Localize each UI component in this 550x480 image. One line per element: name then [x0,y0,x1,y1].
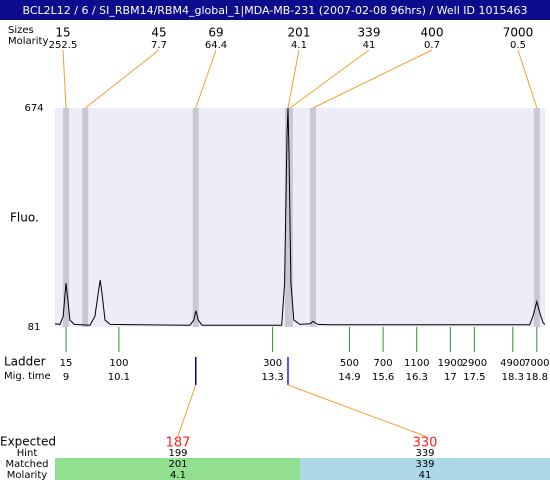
peak-band [63,108,70,327]
ladder-size: 1100 [404,358,429,369]
expected-size: 330 [413,436,438,451]
ladder-mig-time: 10.1 [108,372,130,383]
peak-molarity: 252.5 [49,40,78,51]
peak-molarity: 0.5 [510,40,526,51]
hint-label: Hint [17,448,38,459]
ladder-size: 15 [60,358,73,369]
ladder-size: 7000 [524,358,549,369]
expected-label: Expected [0,435,56,449]
matched-block [55,458,300,480]
ladder-size: 300 [263,358,282,369]
matched-value: 201 [168,459,187,470]
expected-connector [177,384,197,437]
peak-molarity: 7.7 [151,40,167,51]
peak-connector [289,49,370,109]
peak-size: 15 [55,26,70,40]
hint-value: 199 [168,448,187,459]
trace [54,107,546,326]
ladder-mig-time: 17.5 [463,372,485,383]
peak-molarity: 64.4 [205,40,227,51]
peak-size: 339 [358,26,381,40]
y-tick-label: 674 [24,103,43,114]
peak-molarity: 41 [363,40,376,51]
molarity-value: 41 [419,470,432,480]
ladder-size: 2900 [462,358,487,369]
ladder-label: Ladder [4,355,46,369]
ladder-mig-time: 18.8 [526,372,548,383]
peak-size: 201 [288,26,311,40]
molarity-value: 4.1 [170,470,186,480]
y-tick-label: 81 [28,322,41,333]
expected-size: 187 [166,436,191,451]
peak-band [192,108,199,327]
title-bar [0,0,550,20]
peak-molarity: 4.1 [291,40,307,51]
y-label: Fluo. [10,211,39,225]
sizes-label: Sizes [8,25,34,36]
expected-connector [287,384,426,437]
ladder-mig-time: 13.3 [261,372,283,383]
ladder-mig-time: 9 [63,372,69,383]
matched-label: Matched [5,459,48,470]
peak-size: 7000 [503,26,534,40]
ladder-mig-time: 16.3 [406,372,428,383]
hint-value: 339 [415,448,434,459]
ladder-mig-time: 14.9 [338,372,360,383]
title: BCL2L12 / 6 / SI_RBM14/RBM4_global_1|MDA… [23,4,528,17]
plot-area [55,108,545,327]
peak-molarity: 0.7 [424,40,440,51]
peak-band [82,108,89,327]
peak-size: 69 [208,26,223,40]
ladder-size: 100 [109,358,128,369]
molarity-row-label: Molarity [7,470,47,480]
matched-value: 339 [415,459,434,470]
ladder-mig-time: 18.3 [502,372,524,383]
peak-connector [517,49,538,109]
peak-connector [84,49,160,109]
mig-label: Mig. time [4,371,51,382]
matched-block [300,458,550,480]
peak-connector [287,49,300,109]
peak-band [309,108,316,327]
peak-connector [62,49,67,109]
molarity-label: Molarity [8,36,48,47]
ladder-size: 4900 [500,358,525,369]
peak-band [533,108,540,327]
ladder-size: 500 [340,358,359,369]
ladder-size: 700 [374,358,393,369]
ladder-mig-time: 15.6 [372,372,394,383]
ladder-size: 1900 [438,358,463,369]
peak-connector [312,49,433,109]
peak-size: 400 [421,26,444,40]
peak-connector [195,49,217,109]
peak-size: 45 [151,26,166,40]
ladder-mig-time: 17 [444,372,457,383]
